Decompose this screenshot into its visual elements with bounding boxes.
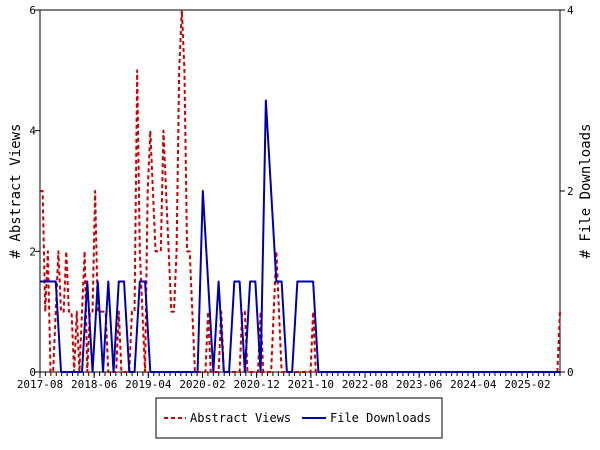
x-tick-label: 2019-04 xyxy=(125,378,172,391)
legend-label-file-downloads: File Downloads xyxy=(330,411,431,425)
x-tick-label: 2017-08 xyxy=(17,378,63,391)
x-tick-label: 2024-04 xyxy=(450,378,497,391)
x-tick-label: 2022-08 xyxy=(342,378,388,391)
series-line-file-downloads xyxy=(40,99,560,373)
y-left-tick-label: 2 xyxy=(29,245,36,258)
x-tick-label: 2023-06 xyxy=(396,378,442,391)
ticks-layer: 2017-08 2018-06 2019-04 2020-02 2020-12 2021-… xyxy=(17,4,574,391)
x-tick-label: 2020-02 xyxy=(179,378,225,391)
y-axis-left-title: # Abstract Views xyxy=(8,124,24,259)
legend-box xyxy=(155,397,443,439)
x-tick-label: 2020-12 xyxy=(233,378,279,391)
y-left-tick-label: 6 xyxy=(29,4,36,17)
series-line-abstract-views xyxy=(40,9,561,373)
x-tick-label: 2018-06 xyxy=(71,378,117,391)
legend-label-abstract-views: Abstract Views xyxy=(190,411,291,425)
series-layer xyxy=(40,9,561,373)
x-tick-label: 2021-10 xyxy=(288,378,334,391)
y-right-tick-label: 2 xyxy=(567,185,574,198)
y-axis-right-title: # File Downloads xyxy=(578,124,594,259)
x-tick-label: 2025-02 xyxy=(504,378,550,391)
y-right-tick-label: 4 xyxy=(567,4,574,17)
legend: Abstract Views File Downloads xyxy=(155,397,443,439)
y-left-tick-label: 4 xyxy=(29,125,36,138)
y-left-tick-label: 0 xyxy=(29,366,36,379)
y-right-tick-label: 0 xyxy=(567,366,574,379)
